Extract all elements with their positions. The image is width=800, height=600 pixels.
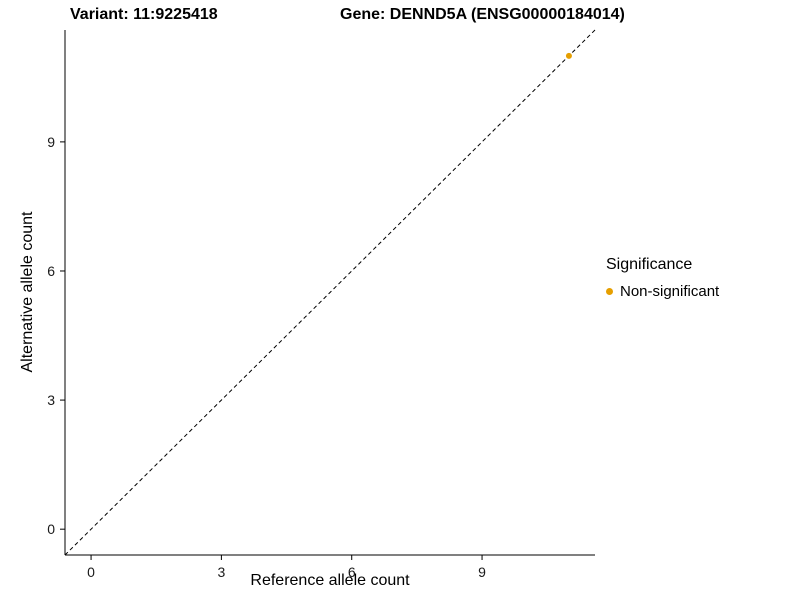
non-significant-dot-icon: [606, 288, 613, 295]
x-tick-label: 0: [87, 564, 95, 580]
legend-item-label: Non-significant: [620, 283, 720, 300]
legend-item-non-significant: Non-significant: [606, 283, 719, 300]
x-tick-label: 9: [478, 564, 486, 580]
y-axis-title: Alternative allele count: [19, 211, 36, 373]
legend-title: Significance: [606, 256, 693, 273]
data-point: [565, 52, 572, 59]
legend: Significance Non-significant: [606, 256, 719, 300]
x-tick-label: 6: [348, 564, 356, 580]
gene-title: Gene: DENND5A (ENSG00000184014): [340, 6, 625, 23]
y-tick-label: 9: [47, 134, 55, 150]
identity-line: [64, 29, 596, 556]
y-tick-label: 3: [47, 392, 55, 408]
y-tick-label: 6: [47, 263, 55, 279]
x-tick-label: 3: [217, 564, 225, 580]
y-tick-label: 0: [47, 521, 55, 537]
variant-title: Variant: 11:9225418: [70, 6, 218, 23]
x-axis-title: Reference allele count: [250, 572, 410, 589]
